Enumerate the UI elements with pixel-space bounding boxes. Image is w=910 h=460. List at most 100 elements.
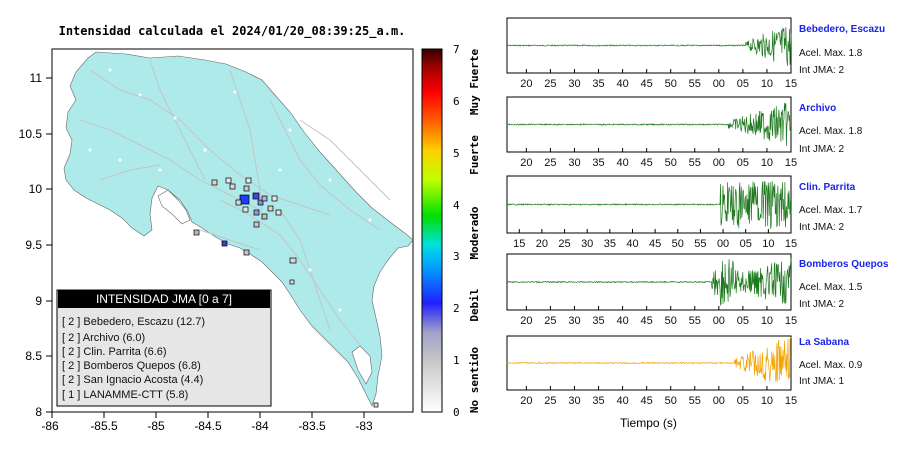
time-tick-label: 10 [761,78,773,90]
map-title: Intensidad calculada el 2024/01/20_08:39… [59,24,406,39]
time-tick-label: 00 [713,395,725,407]
station-jma: Int JMA: 2 [799,222,845,233]
time-tick-label: 15 [785,395,797,407]
waveform-0: 20 25 30 35 40 45 50 55 00 05 10 15 [506,17,797,90]
station-jma: Int JMA: 1 [799,376,845,387]
time-tick-label: 15 [785,315,797,327]
time-tick-label: 15 [785,157,797,169]
time-tick-label: 25 [544,315,556,327]
time-tick-label: 10 [761,157,773,169]
time-tick-label: 40 [616,395,628,407]
time-tick-label: 45 [641,315,653,327]
station-jma: Int JMA: 2 [799,65,845,76]
intensity-map: Intensidad calculada el 2024/01/20_08:39… [19,24,480,433]
time-tick-label: 50 [665,395,677,407]
colorbar-tick: 1 [453,354,460,367]
time-tick-label: 55 [689,395,701,407]
time-tick-label: 05 [737,78,749,90]
time-tick-label: 20 [520,395,532,407]
colorbar-label: No sentido [468,347,480,414]
colorbar-label: Fuerte [468,135,480,175]
time-tick-label: 35 [592,78,604,90]
time-tick-label: 25 [544,78,556,90]
time-tick-label: 40 [626,238,638,250]
gulf-nicoya [157,189,191,225]
station-jma: Int JMA: 2 [799,144,845,155]
time-tick-label: 30 [568,395,580,407]
y-tick-label: 8 [35,405,42,419]
y-tick-label: 10 [29,182,43,196]
waveform-2: 15 20 25 30 35 40 45 50 55 00 05 10 15 [506,175,797,250]
time-tick-label: 00 [713,78,725,90]
legend-item: [ 2 ] Bomberos Quepos (6.8) [62,360,201,372]
colorbar-tick: 4 [453,199,460,212]
time-tick-label: 05 [740,238,752,250]
time-tick-label: 05 [737,315,749,327]
waveform-trace [507,258,792,306]
time-tick-label: 00 [713,315,725,327]
time-tick-label: 50 [665,157,677,169]
colorbar-label: Moderado [468,206,480,259]
waveform-trace [506,102,792,147]
time-tick-label: 55 [689,315,701,327]
station-accel: Acel. Max. 0.9 [799,360,863,371]
station-name: Clin. Parrita [799,182,856,193]
time-tick-label: 55 [689,78,701,90]
time-tick-label: 10 [762,238,774,250]
time-tick-label: 45 [649,238,661,250]
time-tick-label: 40 [616,315,628,327]
time-tick-label: 00 [713,157,725,169]
time-tick-label: 15 [513,238,525,250]
waveform-3: 20 25 30 35 40 45 50 55 00 05 10 15 [506,253,797,327]
time-tick-label: 35 [592,315,604,327]
x-tick-label: -84 [251,419,269,433]
time-tick-label: 55 [689,157,701,169]
time-tick-label: 25 [544,157,556,169]
time-tick-label: 50 [665,315,677,327]
time-tick-label: 10 [761,395,773,407]
station-accel: Acel. Max. 1.8 [799,126,863,137]
legend-item: [ 1 ] LANAMME-CTT (5.8) [62,389,188,401]
time-tick-label: 45 [641,157,653,169]
colorbar-tick: 7 [453,43,460,56]
waveform-trace [506,337,792,382]
time-tick-label: 35 [592,157,604,169]
legend-item: [ 2 ] San Ignacio Acosta (4.4) [62,374,203,386]
legend-title-bar [58,290,270,308]
time-tick-label: 30 [568,157,580,169]
x-tick-label: -85.5 [90,419,118,433]
time-tick-label: 10 [761,315,773,327]
time-tick-label: 30 [581,238,593,250]
colorbar-label: Debil [468,288,480,321]
time-tick-label: 25 [544,395,556,407]
x-tick-label: -83 [355,419,373,433]
time-tick-label: 45 [641,395,653,407]
legend-item: [ 2 ] Archivo (6.0) [62,332,145,344]
colorbar-tick: 6 [453,95,460,108]
time-tick-label: 20 [520,78,532,90]
time-tick-label: 50 [665,78,677,90]
time-tick-label: 30 [568,315,580,327]
time-tick-label: 35 [604,238,616,250]
y-tick-label: 11 [30,71,43,85]
road-network [79,59,391,346]
time-tick-label: 30 [568,78,580,90]
station-squares [193,177,379,408]
x-tick-label: -85 [147,419,165,433]
waveform-1: 20 25 30 35 40 45 50 55 00 05 10 15 [506,96,797,169]
town-markers [88,68,372,312]
time-axis-label: Tiempo (s) [620,416,677,430]
y-tick-label: 8.5 [25,349,42,363]
legend-item: [ 2 ] Clin. Parrita (6.6) [62,346,167,358]
intensity-legend: INTENSIDAD JMA [0 a 7] [ 2 ] Bebedero, E… [56,289,272,407]
station-name: Archivo [799,103,837,114]
time-tick-label: 05 [737,157,749,169]
time-tick-label: 20 [536,238,548,250]
station-accel: Acel. Max. 1.5 [799,282,863,293]
colorbar-tick: 2 [453,302,460,315]
station-accel: Acel. Max. 1.8 [799,48,863,59]
legend-title: INTENSIDAD JMA [0 a 7] [96,292,232,306]
station-name: Bomberos Quepos [799,259,889,270]
time-tick-label: 15 [785,238,797,250]
